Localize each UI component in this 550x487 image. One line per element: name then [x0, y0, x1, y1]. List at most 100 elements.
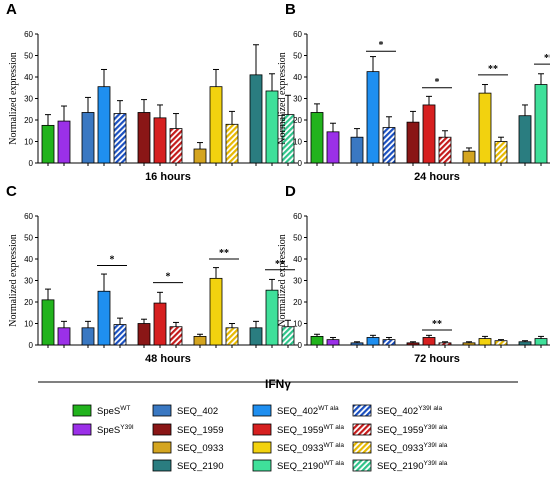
- y-axis-label: Normalized expression: [277, 234, 288, 326]
- legend-swatch: [152, 423, 172, 436]
- bar: [518, 341, 532, 346]
- legend-item: SEQ_1959WT ala: [252, 423, 344, 436]
- panel-title: 72 hours: [414, 353, 460, 365]
- bar: [193, 148, 207, 164]
- panel-title: 24 hours: [414, 171, 460, 183]
- chart-panel-a: A 0 10 20 30 40 50 60 Normalized expression 16 ho…: [6, 1, 298, 183]
- legend-label: SpeSY39I: [97, 424, 134, 436]
- y-tick-label: 50: [24, 52, 33, 61]
- legend-swatch: [152, 459, 172, 472]
- bar: [225, 123, 239, 164]
- panel-letter: D: [285, 183, 296, 200]
- y-tick-label: 40: [24, 255, 33, 264]
- y-tick-label: 0: [298, 159, 303, 168]
- bar: [41, 124, 55, 164]
- significance-label: *: [435, 77, 440, 88]
- bar: [326, 339, 340, 346]
- bar: [366, 337, 380, 346]
- legend-swatch: [252, 459, 272, 472]
- significance-label: **: [219, 248, 229, 259]
- bar: [478, 338, 492, 346]
- legend-swatch: [352, 459, 372, 472]
- legend-item: SEQ_402WT ala: [252, 404, 339, 417]
- y-tick-label: 30: [24, 277, 33, 286]
- bar: [350, 342, 364, 346]
- bar: [281, 326, 295, 346]
- legend-item: SpeSWT: [72, 404, 130, 417]
- legend-item: SpeSY39I: [72, 423, 134, 436]
- y-tick-label: 0: [29, 159, 34, 168]
- bar: [478, 92, 492, 164]
- legend-swatch: [352, 404, 372, 417]
- bar: [153, 117, 167, 164]
- legend-label: SEQ_0933Y39I ala: [377, 442, 448, 454]
- y-tick-label: 60: [24, 30, 33, 39]
- bar: [438, 136, 452, 164]
- bar: [438, 342, 452, 346]
- bar: [41, 299, 55, 346]
- bar: [406, 342, 420, 346]
- legend-label: SEQ_1959WT ala: [277, 424, 344, 436]
- y-tick-label: 10: [24, 320, 33, 329]
- legend-item: SEQ_0933Y39I ala: [352, 441, 448, 454]
- legend-label: SpeSWT: [97, 405, 130, 417]
- y-tick-label: 50: [293, 52, 302, 61]
- legend-label: SEQ_1959Y39I ala: [377, 424, 448, 436]
- significance-label: *: [379, 40, 384, 51]
- bar: [137, 323, 151, 346]
- y-axis-label: Normalized expression: [277, 52, 288, 144]
- bar: [97, 86, 111, 164]
- legend-swatch: [152, 404, 172, 417]
- legend-label: SEQ_2190Y39I ala: [377, 460, 448, 472]
- bar: [382, 339, 396, 346]
- bar: [366, 71, 380, 164]
- legend-label: SEQ_1959: [177, 425, 223, 436]
- bar: [494, 340, 508, 346]
- bar: [326, 131, 340, 164]
- legend-swatch: [72, 404, 92, 417]
- y-tick-label: 10: [24, 138, 33, 147]
- y-axis-label: Normalized expression: [8, 52, 19, 144]
- y-tick-label: 20: [293, 116, 302, 125]
- legend-item: SEQ_0933WT ala: [252, 441, 344, 454]
- bar: [422, 337, 436, 346]
- significance-label: **: [488, 64, 498, 75]
- bar: [169, 326, 183, 346]
- bar: [113, 113, 127, 164]
- bar: [249, 74, 263, 164]
- bar: [534, 338, 548, 346]
- legend-item: SEQ_2190Y39I ala: [352, 459, 448, 472]
- legend-label: SEQ_0933WT ala: [277, 442, 344, 454]
- y-tick-label: 50: [24, 234, 33, 243]
- legend-label: SEQ_0933: [177, 443, 223, 454]
- panel-title: 16 hours: [145, 171, 191, 183]
- significance-label: *: [110, 254, 115, 265]
- bar: [209, 86, 223, 164]
- y-tick-label: 30: [293, 95, 302, 104]
- y-tick-label: 30: [293, 277, 302, 286]
- bar: [534, 84, 548, 164]
- legend-label: SEQ_402WT ala: [277, 405, 339, 417]
- y-tick-label: 10: [293, 320, 302, 329]
- legend: SpeSWT SpeSY39I SEQ_402 SEQ_402WT ala SEQ_40…: [72, 404, 448, 472]
- y-tick-label: 40: [293, 73, 302, 82]
- legend-item: SEQ_402: [152, 404, 218, 417]
- significance-label: **: [432, 319, 442, 330]
- y-tick-label: 0: [29, 341, 34, 350]
- bar: [81, 327, 95, 346]
- legend-item: SEQ_2190: [152, 459, 223, 472]
- bar: [57, 327, 71, 346]
- legend-swatch: [252, 423, 272, 436]
- bar: [169, 128, 183, 164]
- y-tick-label: 60: [293, 212, 302, 221]
- legend-swatch: [252, 441, 272, 454]
- legend-swatch: [252, 404, 272, 417]
- bar: [382, 127, 396, 164]
- y-tick-label: 20: [24, 298, 33, 307]
- panel-title: 48 hours: [145, 353, 191, 365]
- legend-item: SEQ_0933: [152, 441, 223, 454]
- y-tick-label: 0: [298, 341, 303, 350]
